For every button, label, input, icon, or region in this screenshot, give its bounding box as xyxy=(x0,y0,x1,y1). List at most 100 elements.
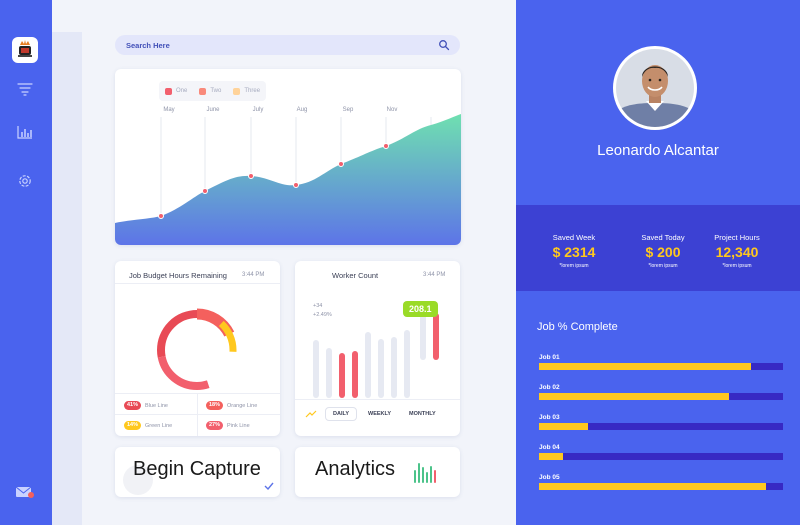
area-point[interactable] xyxy=(338,161,344,167)
search-input[interactable] xyxy=(126,38,426,52)
profile-panel: Leonardo Alcantar Saved Week $ 2314 *lor… xyxy=(516,0,800,525)
stat-saved-today: Saved Today $ 200 *lorem ipsum xyxy=(623,233,703,269)
stat-note: *lorem ipsum xyxy=(559,263,589,269)
stat-value: $ 2314 xyxy=(552,244,596,260)
progress-track xyxy=(539,423,783,430)
area-chart-legend: One Two Three xyxy=(159,81,267,101)
progress-track xyxy=(539,393,783,400)
budget-title: Job Budget Hours Remaining xyxy=(129,271,227,280)
savings-stats: Saved Week $ 2314 *lorem ipsum Saved Tod… xyxy=(516,205,800,291)
legend-label: Blue Line xyxy=(145,402,168,409)
stat-label: Saved Week xyxy=(552,233,596,242)
area-chart-card: One Two Three May June July Aug Sep Nov xyxy=(115,69,461,245)
trend-up-icon xyxy=(305,410,317,418)
budget-legend-item[interactable]: 41% Blue Line xyxy=(124,401,168,410)
search-bar xyxy=(115,35,460,55)
divider xyxy=(115,283,280,284)
jobs-title: Job % Complete xyxy=(537,321,618,333)
area-point[interactable] xyxy=(383,143,389,149)
month-axis: May June July Aug Sep Nov xyxy=(115,107,461,117)
donut-segment-dotted[interactable] xyxy=(155,308,239,392)
worker-time: 3:44 PM xyxy=(423,272,446,278)
budget-legend-item[interactable]: 14% Green Line xyxy=(124,421,172,430)
job-progress-row: Job 04 xyxy=(539,444,783,460)
budget-legend-item[interactable]: 27% Pink Line xyxy=(206,421,250,430)
divider xyxy=(197,393,198,436)
month-label: Sep xyxy=(342,107,354,113)
area-point[interactable] xyxy=(248,173,254,179)
budget-time: 3:44 PM xyxy=(242,272,265,278)
tab-daily[interactable]: DAILY xyxy=(325,407,357,421)
legend-label: Green Line xyxy=(145,422,173,429)
begin-capture-label: Begin Capture xyxy=(133,458,261,480)
analytics-label: Analytics xyxy=(315,458,396,480)
bar-chart-icon[interactable] xyxy=(16,124,34,140)
tab-monthly[interactable]: MONTHLY xyxy=(409,411,436,417)
job-progress-row: Job 03 xyxy=(539,414,783,430)
search-icon[interactable] xyxy=(438,39,450,51)
mail-icon[interactable] xyxy=(15,484,35,500)
legend-swatch xyxy=(233,87,241,95)
stat-note: *lorem ipsum xyxy=(722,263,752,269)
filter-icon[interactable] xyxy=(16,81,34,97)
stat-value: 12,340 xyxy=(715,244,759,260)
legend-item[interactable]: Three xyxy=(233,87,261,95)
month-label: July xyxy=(252,107,264,113)
stat-value: $ 200 xyxy=(645,244,681,260)
job-progress-row: Job 01 xyxy=(539,354,783,370)
tab-weekly[interactable]: WEEKLY xyxy=(368,411,392,417)
divider xyxy=(295,399,460,400)
worker-count-card: Worker Count 3:44 PM +34 +2.49% 208.1 DA… xyxy=(295,261,460,436)
area-point[interactable] xyxy=(158,213,164,219)
legend-label: Three xyxy=(244,88,261,94)
month-label: Nov xyxy=(386,107,398,113)
area-chart xyxy=(115,114,461,245)
job-label: Job 04 xyxy=(539,444,560,451)
stat-note: *lorem ipsum xyxy=(648,263,678,269)
month-label: May xyxy=(163,107,175,113)
job-label: Job 05 xyxy=(539,474,560,481)
decorative-circle xyxy=(123,465,153,495)
begin-capture-button[interactable]: Begin Capture xyxy=(115,447,280,497)
month-label: Aug xyxy=(296,107,308,113)
coffee-logo-icon[interactable] xyxy=(12,37,38,63)
analytics-button[interactable]: Analytics xyxy=(295,447,460,497)
stat-project-hours: Project Hours 12,340 *lorem ipsum xyxy=(697,233,777,269)
worker-bar-chart xyxy=(313,306,439,398)
donut-segment[interactable] xyxy=(157,310,237,390)
donut-segment[interactable] xyxy=(157,310,237,390)
settings-icon[interactable] xyxy=(16,172,34,188)
progress-track xyxy=(539,453,783,460)
job-progress-row: Job 05 xyxy=(539,474,783,490)
legend-item[interactable]: Two xyxy=(199,87,222,95)
legend-swatch xyxy=(199,87,207,95)
area-point[interactable] xyxy=(202,188,208,194)
check-icon xyxy=(264,482,274,490)
job-label: Job 03 xyxy=(539,414,560,421)
legend-label: Orange Line xyxy=(227,402,258,409)
worker-delta: +34 xyxy=(313,303,323,309)
job-budget-card: Job Budget Hours Remaining 3:44 PM 41% B… xyxy=(115,261,280,436)
stat-saved-week: Saved Week $ 2314 *lorem ipsum xyxy=(534,233,614,269)
month-label: June xyxy=(206,107,220,113)
period-tabs: DAILY WEEKLY MONTHLY xyxy=(305,407,443,421)
job-label: Job 01 xyxy=(539,354,560,361)
progress-fill xyxy=(539,423,588,430)
area-series xyxy=(115,114,461,245)
job-progress-row: Job 02 xyxy=(539,384,783,400)
legend-item[interactable]: One xyxy=(165,87,188,95)
user-name: Leonardo Alcantar xyxy=(597,142,719,159)
worker-title: Worker Count xyxy=(332,271,379,280)
worker-count-badge: 208.1 xyxy=(403,301,438,317)
stat-label: Project Hours xyxy=(714,233,760,242)
legend-label: One xyxy=(176,88,188,94)
budget-legend-item[interactable]: 18% Orange Line xyxy=(206,401,257,410)
progress-track xyxy=(539,483,783,490)
budget-donut-chart xyxy=(155,308,239,392)
avatar[interactable] xyxy=(613,46,697,130)
pct-badge: 18% xyxy=(206,401,224,410)
legend-label: Two xyxy=(210,88,222,94)
area-point[interactable] xyxy=(293,182,299,188)
side-strip xyxy=(52,32,82,525)
job-label: Job 02 xyxy=(539,384,560,391)
